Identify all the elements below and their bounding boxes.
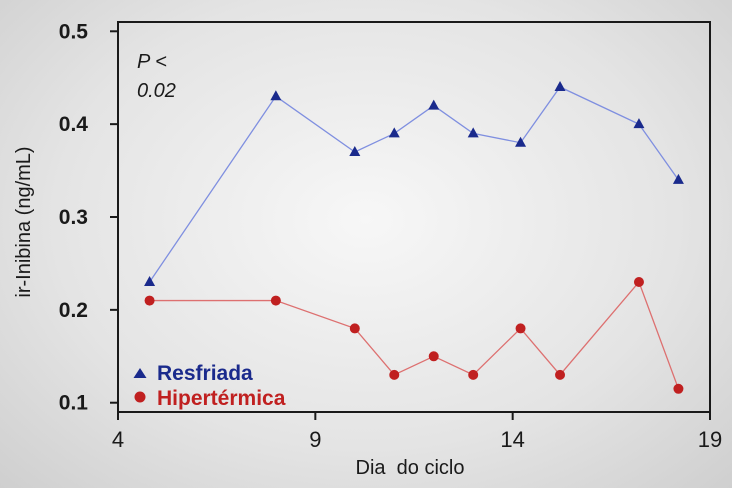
legend: Resfriada Hipertérmica (133, 362, 286, 410)
data-point-resfriada (144, 276, 156, 286)
data-point-resfriada (554, 81, 566, 91)
x-axis-title: Dia do ciclo (356, 457, 465, 479)
series-line-hipertermica (149, 280, 680, 390)
data-point-hipertermica (144, 295, 155, 306)
legend-label-hipertermica: Hipertérmica (157, 387, 286, 410)
data-point-hipertermica (633, 277, 644, 287)
data-point-hipertermica (349, 323, 360, 334)
data-point-resfriada (467, 127, 479, 138)
x-tick-label: 19 (698, 427, 722, 452)
y-tick-label: 0.4 (59, 113, 89, 136)
y-tick-label: 0.1 (59, 392, 89, 415)
y-tick-label: 0.3 (59, 206, 88, 229)
data-point-hipertermica (389, 369, 400, 380)
data-point-resfriada (633, 118, 645, 129)
y-axis-title: ir-Inibina (ng/mL) (13, 146, 35, 297)
legend-marker-hipertermica (134, 391, 146, 403)
p-value-annotation-line1: P < (137, 51, 167, 73)
x-tick-label: 9 (309, 427, 321, 452)
legend-marker-resfriada (133, 368, 147, 378)
legend-label-resfriada: Resfriada (157, 362, 253, 385)
data-point-resfriada (428, 99, 440, 110)
data-point-resfriada (515, 136, 527, 147)
data-point-resfriada (672, 173, 684, 184)
y-tick-label: 0.2 (59, 299, 88, 322)
data-point-hipertermica (515, 323, 526, 334)
series-line-resfriada (149, 86, 679, 283)
data-point-hipertermica (428, 351, 439, 362)
data-point-resfriada (388, 127, 400, 138)
data-point-resfriada (270, 90, 282, 101)
x-tick-label: 14 (500, 427, 524, 452)
p-value-annotation-line2: 0.02 (137, 80, 176, 102)
data-point-hipertermica (270, 295, 281, 306)
data-point-hipertermica (555, 369, 566, 380)
data-point-hipertermica (673, 383, 684, 394)
y-tick-label: 0.5 (59, 20, 89, 43)
x-tick-label: 4 (112, 427, 124, 452)
data-point-hipertermica (468, 369, 479, 380)
data-point-resfriada (349, 146, 361, 156)
plot-frame (117, 21, 711, 413)
